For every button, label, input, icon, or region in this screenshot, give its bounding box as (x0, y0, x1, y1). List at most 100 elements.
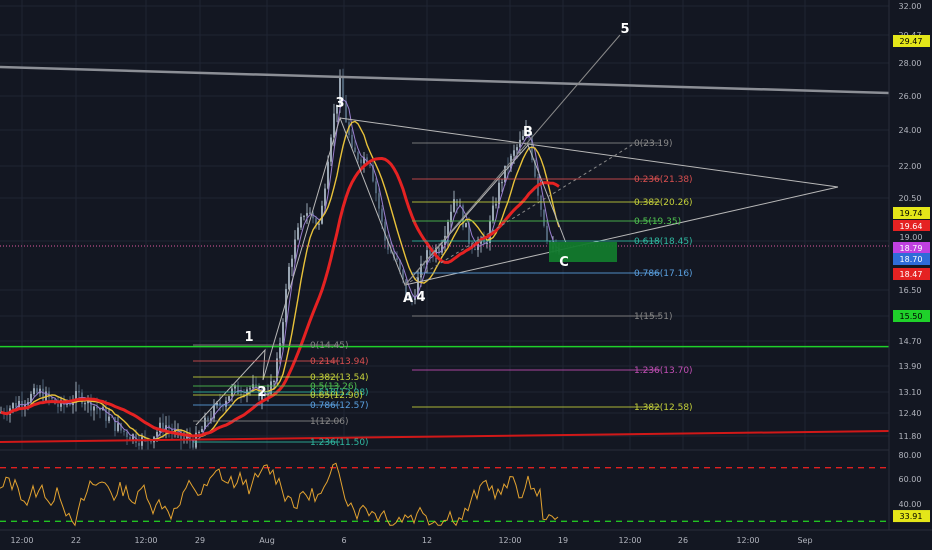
price-label-box (893, 242, 930, 254)
candle-body (303, 215, 305, 217)
candle-body (447, 222, 449, 236)
candle-body (162, 422, 164, 432)
rsi-line (0, 462, 559, 527)
time-tick-label: 6 (341, 536, 346, 545)
price-tick-label: 22.00 (899, 162, 922, 171)
candle-body (297, 227, 299, 240)
triangle-upper-edge (339, 117, 839, 188)
price-label-text: 18.79 (900, 244, 923, 253)
time-tick-label: 19 (558, 536, 568, 545)
candle-body (93, 406, 95, 411)
candle-body (390, 249, 392, 253)
candle-body (495, 204, 497, 206)
price-label-text: 18.47 (900, 270, 923, 279)
candle-body (456, 199, 458, 207)
fib-lower-label: 0.618(12.98) (310, 388, 369, 398)
price-label-text: 19.74 (900, 209, 923, 218)
price-label-box (893, 253, 930, 265)
candle-body (342, 77, 344, 102)
fib-upper-label: 1.382(12.58) (634, 403, 693, 413)
candle-body (540, 195, 542, 210)
candle-body (387, 240, 389, 250)
rsi-value-label: 33.91 (900, 512, 923, 521)
candle-body (285, 289, 287, 323)
candle-body (306, 213, 308, 216)
candle-body (402, 269, 404, 280)
candle-body (426, 250, 428, 265)
candle-body (30, 394, 32, 403)
candle-body (69, 403, 71, 406)
candle-body (210, 418, 212, 421)
candle-body (501, 182, 503, 184)
time-tick-label: 12 (422, 536, 432, 545)
target-zone-box (549, 242, 617, 262)
candle-body (504, 165, 506, 183)
candle-body (216, 402, 218, 406)
candle-body (111, 416, 113, 418)
drawings (195, 34, 839, 426)
candle-body (33, 388, 35, 395)
candle-body (453, 199, 455, 212)
candle-body (309, 212, 311, 214)
wave-label-4: 4 (416, 290, 425, 305)
fib-lower-label: 0(14.45) (310, 341, 349, 351)
wave-label-5: 5 (620, 22, 629, 37)
candle-body (159, 422, 161, 433)
candle-body (327, 161, 329, 189)
candle-body (441, 244, 443, 253)
candle-body (381, 208, 383, 222)
candle-body (123, 430, 125, 433)
candle-body (531, 137, 533, 161)
wave-label-2: 2 (257, 385, 266, 400)
candle-body (36, 388, 38, 394)
candle-body (384, 221, 386, 241)
fib-lower-label: 0.786(12.57) (310, 401, 369, 411)
candle-body (204, 417, 206, 430)
fib-upper-label: 0.5(19.35) (634, 217, 681, 227)
time-tick-label: 12:00 (618, 536, 641, 545)
price-label-box (893, 310, 930, 322)
candle-body (432, 254, 434, 257)
candle-body (468, 222, 470, 244)
time-tick-label: 22 (71, 536, 81, 545)
candle-body (522, 136, 524, 140)
candle-body (399, 260, 401, 270)
candle-body (96, 406, 98, 409)
fibonacci-levels: 0(23.19) 0.236(21.38) 0.382(20.26) 0.5(19.3… (193, 139, 693, 448)
ma-slow-line (0, 156, 560, 438)
candle-body (186, 436, 188, 439)
candle-body (486, 242, 488, 244)
candle-body (198, 432, 200, 434)
price-tick-label: 16.50 (899, 286, 922, 295)
candle-body (321, 205, 323, 224)
price-label-text: 19.64 (900, 222, 923, 231)
candle-body (264, 392, 266, 396)
candle-body (108, 416, 110, 421)
candle-body (129, 437, 131, 440)
candle-body (84, 403, 86, 405)
price-label-box (893, 207, 930, 219)
candle-body (156, 432, 158, 437)
fib-upper-label: 0.382(20.26) (634, 198, 693, 208)
price-tick-label: 26.00 (899, 92, 922, 101)
price-label-text: 15.50 (900, 312, 923, 321)
rsi-tick-label: 80.00 (899, 451, 922, 460)
price-tick-label: 28.00 (899, 59, 922, 68)
candle-body (75, 391, 77, 403)
candle-body (222, 405, 224, 407)
rsi-tick-label: 60.00 (899, 475, 922, 484)
rsi-value-box (893, 510, 930, 523)
candle-body (249, 388, 251, 390)
candle-body (270, 381, 272, 394)
price-tick-label: 24.00 (899, 126, 922, 135)
candle-body (354, 147, 356, 153)
candle-body (324, 188, 326, 206)
candle-body (546, 225, 548, 241)
wave5-projection (404, 34, 621, 286)
candle-body (300, 216, 302, 228)
candle-body (171, 428, 173, 433)
candle-body (492, 205, 494, 222)
candle-body (126, 432, 128, 438)
fib-lower-label: 0.382(13.54) (310, 373, 369, 383)
